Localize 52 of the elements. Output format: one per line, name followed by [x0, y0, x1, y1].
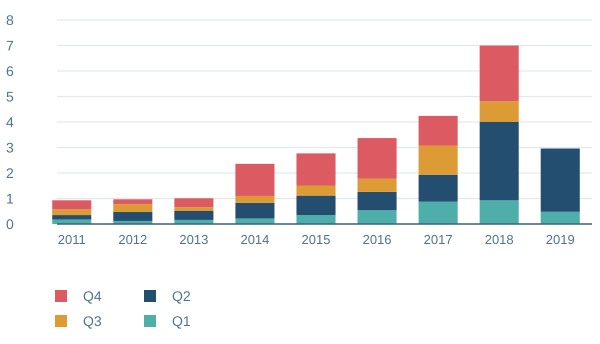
- y-tick-label: 3: [6, 139, 14, 156]
- bar: [418, 116, 458, 146]
- bar: [418, 174, 458, 202]
- y-tick-label: 1: [6, 190, 14, 206]
- bar: [296, 215, 336, 224]
- bar: [235, 196, 274, 203]
- x-tick-label: 2015: [302, 232, 330, 247]
- bar: [480, 46, 519, 102]
- bar: [52, 215, 92, 220]
- legend-label: Q4: [83, 288, 102, 304]
- x-tick-label: 2017: [424, 232, 453, 247]
- y-tick-label: 4: [6, 114, 14, 130]
- bar: [296, 153, 336, 186]
- bar: [113, 199, 152, 204]
- legend-label: Q1: [172, 312, 191, 329]
- x-tick-label: 2011: [58, 232, 86, 247]
- bar: [418, 202, 458, 224]
- bar: [358, 178, 397, 192]
- y-tick-label: 7: [6, 37, 14, 54]
- x-tick-label: 2018: [484, 232, 514, 247]
- bar: [174, 198, 214, 208]
- y-tick-label: 8: [6, 12, 14, 28]
- bar: [358, 192, 397, 210]
- bar: [540, 212, 580, 224]
- y-tick-label: 2: [6, 164, 14, 181]
- bar: [52, 200, 92, 210]
- bar: [113, 212, 152, 221]
- bar: [358, 138, 397, 179]
- bar: [52, 209, 92, 216]
- x-tick-label: 2019: [546, 232, 575, 247]
- bar: [480, 122, 519, 200]
- bar: [174, 210, 214, 220]
- legend-label: Q3: [83, 312, 102, 329]
- bar: [540, 148, 580, 212]
- bar: [296, 196, 336, 216]
- bar: [480, 101, 519, 122]
- bar: [113, 204, 152, 212]
- y-tick-label: 0: [6, 216, 14, 232]
- bar: [235, 164, 274, 196]
- bar: [296, 185, 336, 196]
- legend-label: Q2: [172, 288, 191, 304]
- y-tick-label: 5: [6, 88, 14, 104]
- bar: [480, 200, 519, 224]
- bar: [358, 210, 397, 224]
- x-tick-label: 2012: [118, 232, 148, 247]
- bar: [418, 145, 458, 175]
- x-tick-label: 2013: [179, 232, 208, 247]
- y-tick-label: 6: [6, 62, 14, 79]
- bar: [235, 202, 274, 218]
- x-tick-label: 2016: [362, 232, 392, 247]
- bar: [174, 207, 214, 211]
- x-tick-label: 2014: [240, 232, 270, 247]
